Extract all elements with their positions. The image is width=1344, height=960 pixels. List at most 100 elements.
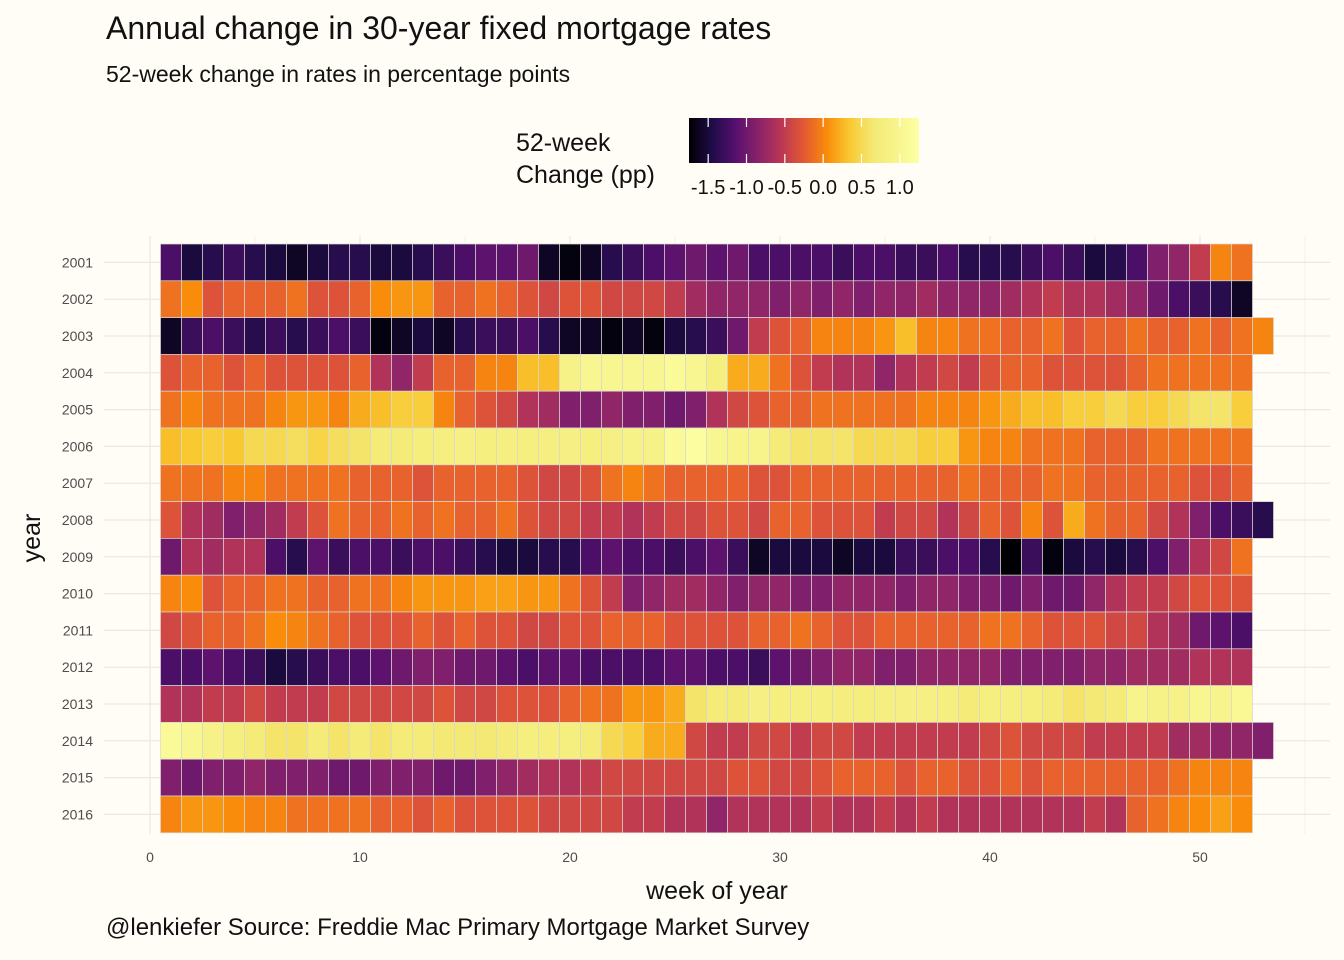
heatmap-cell xyxy=(601,722,623,760)
heatmap-cell xyxy=(496,685,518,723)
heatmap-cell xyxy=(370,390,392,429)
heatmap-cell xyxy=(622,538,644,576)
heatmap-cell xyxy=(1063,758,1085,797)
heatmap-cell xyxy=(1168,538,1190,576)
heatmap-cell xyxy=(538,685,560,723)
heatmap-cell xyxy=(265,390,287,429)
heatmap-cell xyxy=(286,501,308,539)
heatmap-cell xyxy=(538,390,560,429)
heatmap-cell xyxy=(937,317,959,355)
heatmap-cell xyxy=(517,722,539,760)
heatmap-cell xyxy=(916,685,938,723)
heatmap-cell xyxy=(769,280,791,318)
heatmap-cell xyxy=(454,243,476,282)
heatmap-cell xyxy=(979,464,1001,502)
heatmap-cell xyxy=(244,648,266,686)
heatmap-cell xyxy=(979,574,1001,613)
heatmap-cell xyxy=(1168,722,1190,760)
heatmap-cell xyxy=(601,464,623,502)
heatmap-cell xyxy=(1231,758,1253,797)
heatmap-cell xyxy=(286,574,308,613)
heatmap-cell xyxy=(1189,390,1211,429)
heatmap-cell xyxy=(895,317,917,355)
heatmap-cell xyxy=(685,464,707,502)
heatmap-cell xyxy=(202,538,224,576)
heatmap-cell xyxy=(496,648,518,686)
heatmap-cell xyxy=(937,538,959,576)
heatmap-cell xyxy=(727,722,749,760)
heatmap-cell xyxy=(202,464,224,502)
x-tick-label: 10 xyxy=(352,849,368,865)
heatmap-cell xyxy=(223,758,245,797)
heatmap-cell xyxy=(517,685,539,723)
heatmap-cell xyxy=(769,354,791,392)
heatmap-cell xyxy=(181,685,203,723)
heatmap-cell xyxy=(727,611,749,650)
heatmap-cell xyxy=(685,574,707,613)
heatmap-cell xyxy=(538,317,560,355)
heatmap-cell xyxy=(853,722,875,760)
heatmap-cell xyxy=(916,427,938,466)
heatmap-cell xyxy=(538,501,560,539)
colorbar-label: 0.5 xyxy=(848,177,876,199)
heatmap-cell xyxy=(622,795,644,834)
heatmap-cell xyxy=(790,685,812,723)
heatmap-cell xyxy=(622,427,644,466)
heatmap-cell xyxy=(874,611,896,650)
heatmap-cell xyxy=(181,795,203,834)
y-tick-label: 2016 xyxy=(62,806,93,822)
heatmap-cell xyxy=(370,501,392,539)
heatmap-cell xyxy=(1168,611,1190,650)
heatmap-cell xyxy=(160,611,182,650)
heatmap-cell xyxy=(706,243,728,282)
heatmap-cell xyxy=(1210,354,1232,392)
heatmap-cell xyxy=(349,390,371,429)
heatmap-cell xyxy=(853,464,875,502)
heatmap-cell xyxy=(979,685,1001,723)
heatmap-cell xyxy=(1126,501,1148,539)
heatmap-cell xyxy=(643,464,665,502)
heatmap-cell xyxy=(475,611,497,650)
heatmap-cell xyxy=(706,501,728,539)
heatmap-cell xyxy=(580,758,602,797)
heatmap-cell xyxy=(433,538,455,576)
heatmap-cell xyxy=(727,538,749,576)
heatmap-cell xyxy=(937,574,959,613)
heatmap-cell xyxy=(559,464,581,502)
heatmap-cell xyxy=(811,317,833,355)
heatmap-cell xyxy=(685,722,707,760)
heatmap-cell xyxy=(328,501,350,539)
heatmap-cell xyxy=(958,611,980,650)
heatmap-cell xyxy=(601,574,623,613)
heatmap-cell xyxy=(328,722,350,760)
heatmap-cell xyxy=(1147,538,1169,576)
heatmap-cell xyxy=(370,354,392,392)
heatmap-cell xyxy=(391,390,413,429)
heatmap-cell xyxy=(643,354,665,392)
heatmap-cell xyxy=(1000,795,1022,834)
heatmap-cell xyxy=(349,648,371,686)
heatmap-cell xyxy=(223,574,245,613)
heatmap-cell xyxy=(601,685,623,723)
heatmap-cell xyxy=(265,354,287,392)
heatmap-cell xyxy=(958,390,980,429)
heatmap-cell xyxy=(1147,317,1169,355)
heatmap-cell xyxy=(370,611,392,650)
chart-subtitle: 52-week change in rates in percentage po… xyxy=(106,61,571,87)
heatmap-cell xyxy=(496,317,518,355)
heatmap-cell xyxy=(265,427,287,466)
legend-title-line2: Change (pp) xyxy=(516,161,655,189)
y-axis-label: year xyxy=(18,514,46,563)
heatmap-cell xyxy=(664,648,686,686)
heatmap-cell xyxy=(307,390,329,429)
heatmap-cell xyxy=(1021,317,1043,355)
heatmap-cell xyxy=(1021,427,1043,466)
heatmap-cell xyxy=(1168,317,1190,355)
heatmap-cell xyxy=(265,722,287,760)
heatmap-cell xyxy=(811,722,833,760)
heatmap-cell xyxy=(832,243,854,282)
heatmap-cell xyxy=(748,427,770,466)
heatmap-cell xyxy=(601,648,623,686)
heatmap-cell xyxy=(1105,611,1127,650)
heatmap-cell xyxy=(370,317,392,355)
